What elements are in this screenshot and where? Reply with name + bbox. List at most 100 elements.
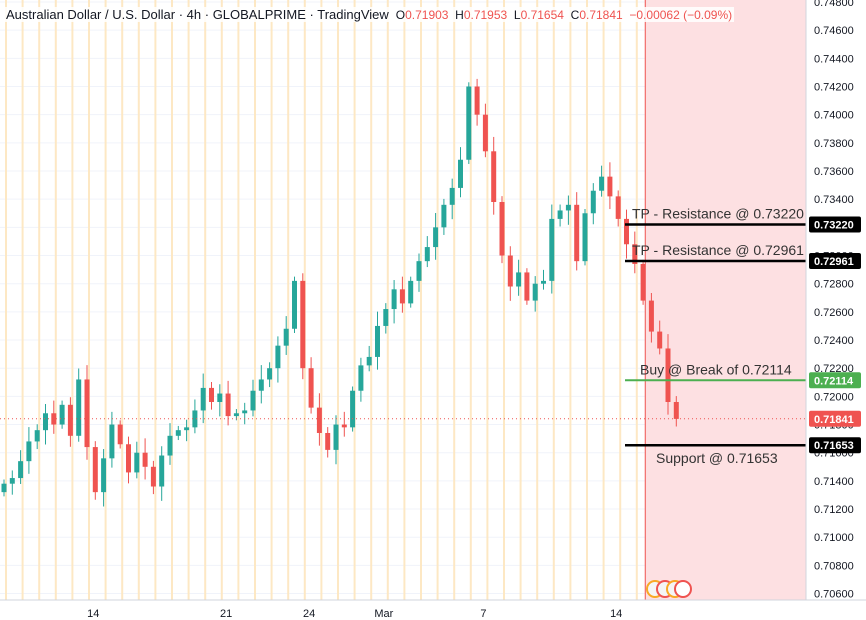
price-axis[interactable] [806,0,866,620]
ohlc-change: −0.00062 (−0.09%) [629,8,733,22]
candle-body [217,393,223,402]
candle-body [516,272,522,287]
level-label-buy: Buy @ Break of 0.72114 [640,361,792,377]
price-tag-support-bg [809,437,861,454]
candle-body [632,244,638,264]
candle-body [366,356,372,366]
level-label-support: Support @ 0.71653 [656,450,778,466]
economic-event-icon[interactable] [674,580,692,598]
candle-body [225,393,231,417]
y-tick-label: 0.74600 [814,25,854,37]
candle-body [200,387,206,411]
candle-body [233,413,239,417]
y-tick-label: 0.74200 [814,82,854,94]
candle-body [316,407,322,433]
price-tag-tp2: 0.73220 [814,220,854,232]
y-tick-label: 0.72800 [814,279,854,291]
ohlc-readout: O0.71903 H0.71953 L0.71654 C0.71841 −0.0… [395,8,733,22]
broker: GLOBALPRIME [212,7,306,22]
candle-body [134,452,140,473]
candle-body [109,424,115,459]
forecast-zone [645,0,806,600]
candle-body [383,309,389,326]
symbol-name: Australian Dollar / U.S. Dollar [6,7,176,22]
y-tick-label: 0.72000 [814,391,854,403]
candle-body [648,300,654,332]
price-tag-tp1: 0.72961 [814,256,854,268]
candle-body [416,261,422,281]
candle-body [300,280,306,369]
candle-body [275,345,281,369]
candle-body [184,427,190,431]
candle-body [433,227,439,248]
candle-body [43,413,48,431]
symbol-legend: Australian Dollar / U.S. Dollar · 4h · G… [4,7,735,22]
ohlc-low: 0.71654 [520,8,564,22]
price-tag-support: 0.71653 [814,440,854,452]
candle-body [599,176,605,191]
ohlc-close: 0.71841 [579,8,623,22]
candle-body [209,387,214,402]
candle-body [341,424,347,428]
candle-body [607,176,613,197]
candle-body [34,430,40,442]
candle-body [615,196,621,219]
x-tick-label: 24 [303,608,315,620]
y-tick-label: 0.71200 [814,504,854,516]
candle-body [192,410,198,428]
candle-body [491,151,497,202]
candle-body [18,461,24,479]
candle-body [308,368,314,408]
candle-body [267,368,273,380]
candle-body [350,390,356,428]
y-tick-label: 0.74400 [814,53,854,65]
candle-body [665,348,671,402]
candle-body [325,432,331,450]
candle-body [541,280,546,284]
candle-body [258,379,264,391]
candle-body [458,159,463,188]
candle-body [624,218,629,245]
candle-body [59,404,65,425]
level-label-tp2: TP - Resistance @ 0.73220 [632,206,804,222]
price-tag-current-bg [809,410,861,427]
candle-body [250,390,256,411]
y-tick-label: 0.72600 [814,307,854,319]
y-tick-label: 0.72200 [814,363,854,375]
candle-body [449,187,455,205]
candle-body [358,365,364,391]
candle-body [167,435,173,456]
candle-body [640,263,646,301]
x-tick-label: 14 [87,608,99,620]
candle-body [532,283,538,301]
candle-body [375,325,380,357]
candle-body [474,86,480,115]
candle-body [9,478,15,484]
x-tick-label: 7 [480,608,486,620]
y-tick-label: 0.71400 [814,476,854,488]
timeframe[interactable]: 4h [186,7,202,22]
candle-body [590,190,596,214]
time-axis[interactable] [0,600,866,620]
level-label-tp1: TP - Resistance @ 0.72961 [632,242,804,258]
candle-body [175,430,181,436]
candle-body [1,483,7,493]
candle-body [92,447,98,493]
platform: TradingView [317,7,389,22]
candle-body [84,379,90,448]
y-tick-label: 0.74000 [814,110,854,122]
y-tick-label: 0.73400 [814,194,854,206]
price-tag-tp1-bg [809,253,861,270]
ohlc-open: 0.71903 [405,8,449,22]
candle-body [76,379,82,436]
candle-body [391,289,397,310]
y-tick-label: 0.73800 [814,138,854,150]
candle-body [399,289,405,304]
candle-body [142,452,148,467]
candle-body [657,331,663,349]
ohlc-high: 0.71953 [463,8,508,22]
candle-body [507,255,513,287]
candle-body [549,218,555,281]
